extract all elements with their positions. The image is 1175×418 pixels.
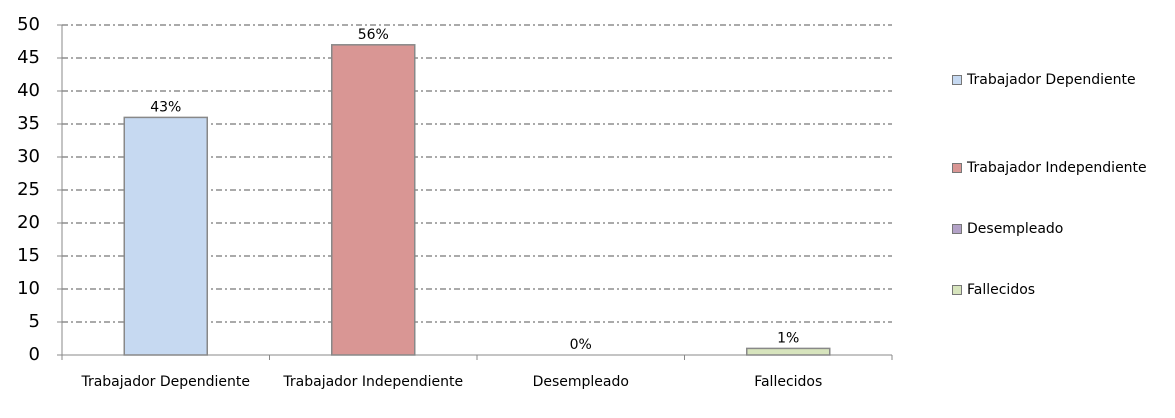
bar — [331, 44, 416, 356]
y-tick-label: 15 — [17, 245, 40, 266]
y-tick-label: 50 — [17, 14, 40, 35]
y-tick-label: 35 — [17, 113, 40, 134]
legend-label: Trabajador Dependiente — [967, 72, 1136, 88]
y-tick-label: 30 — [17, 146, 40, 167]
data-label: 1% — [777, 330, 799, 346]
x-tick-label: Trabajador Independiente — [283, 374, 464, 390]
legend-label: Fallecidos — [967, 282, 1036, 298]
y-tick-label: 25 — [17, 179, 40, 200]
x-tick-label: Desempleado — [532, 374, 629, 390]
y-tick-label: 0 — [29, 344, 40, 365]
y-tick-label: 10 — [17, 278, 40, 299]
bar — [746, 347, 831, 356]
legend-item: Trabajador Independiente — [952, 157, 1174, 179]
data-label: 43% — [150, 99, 181, 115]
x-tick-label: Trabajador Dependiente — [81, 374, 251, 390]
data-label: 56% — [358, 27, 389, 43]
legend-swatch — [952, 224, 962, 234]
x-tick-label: Fallecidos — [754, 374, 823, 390]
y-tick-label: 20 — [17, 212, 40, 233]
legend-swatch — [952, 75, 962, 85]
legend-item: Fallecidos — [952, 279, 1174, 301]
legend-swatch — [952, 163, 962, 173]
legend-label: Desempleado — [967, 221, 1064, 237]
legend-label: Trabajador Independiente — [967, 160, 1147, 176]
y-tick-label: 40 — [17, 80, 40, 101]
legend-item: Desempleado — [952, 218, 1174, 240]
data-label: 0% — [570, 337, 592, 353]
legend-swatch — [952, 285, 962, 295]
bar — [123, 116, 208, 356]
y-tick-label: 5 — [29, 311, 40, 332]
y-tick-label: 45 — [17, 47, 40, 68]
legend-item: Trabajador Dependiente — [952, 69, 1174, 91]
